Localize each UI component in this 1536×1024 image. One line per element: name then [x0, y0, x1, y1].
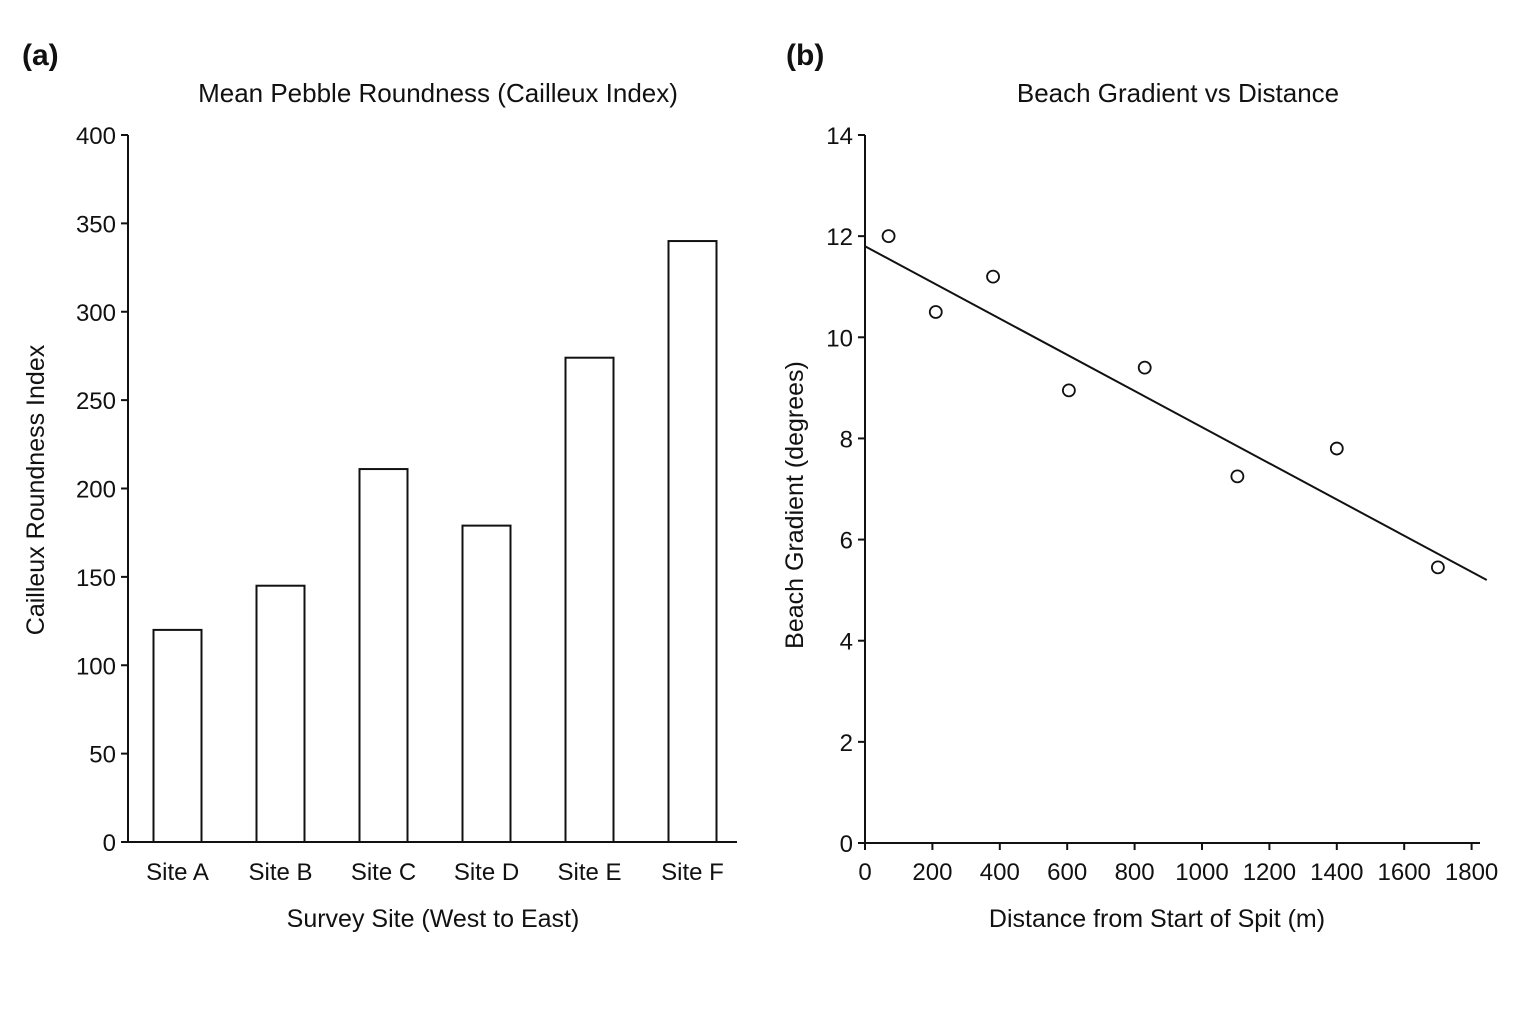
data-point: [1431, 560, 1445, 575]
y-tick-label: 12: [826, 224, 853, 251]
bar: [358, 468, 409, 843]
data-point: [1230, 469, 1245, 484]
x-tick-label: 1400: [1310, 859, 1363, 886]
y-tick-label: 250: [76, 388, 116, 415]
y-tick-label: 150: [76, 565, 116, 592]
data-point: [986, 269, 1000, 284]
x-category-label: Site B: [248, 859, 312, 886]
x-tick-label: 1000: [1175, 859, 1228, 886]
bar: [152, 628, 203, 844]
scatter-chart-points: [881, 229, 1445, 575]
y-tick-label: 10: [826, 325, 853, 352]
scatter-chart-trendline-group: [864, 245, 1488, 581]
data-point: [881, 229, 896, 244]
scatter-chart-panel: (b) Beach Gradient vs Distance Beach Gra…: [781, 39, 1498, 933]
x-tick-label: 1600: [1378, 859, 1431, 886]
data-point: [1329, 441, 1344, 456]
x-tick-label: 200: [912, 859, 952, 886]
data-point: [928, 305, 943, 319]
y-tick-label: 400: [76, 123, 116, 150]
bar-chart-title: Mean Pebble Roundness (Cailleux Index): [198, 78, 678, 108]
y-tick-label: 2: [840, 730, 853, 757]
panel-a-label: (a): [22, 39, 59, 72]
bar-chart-ticks: 0 50 100 150 200 250 300 350 400 Site A Site B Site…: [76, 123, 724, 886]
y-tick-label: 100: [76, 653, 116, 680]
bar-chart-x-axis-label: Survey Site (West to East): [287, 905, 580, 933]
bar: [564, 356, 615, 843]
scatter-chart-ticks: 0 2 4 6 8 10 12 14 0 200 400 600 800 1000 1200 1400 1600…: [826, 123, 1498, 886]
x-category-label: Site D: [454, 859, 519, 886]
x-category-label: Site E: [557, 859, 621, 886]
y-tick-label: 6: [840, 528, 853, 555]
bar-chart-bars: [152, 240, 718, 844]
y-tick-label: 4: [840, 629, 853, 656]
bar-chart-axes: [127, 135, 737, 843]
y-tick-label: 50: [89, 742, 116, 769]
y-tick-label: 8: [840, 426, 853, 453]
bar-chart-panel: (a) Mean Pebble Roundness (Cailleux Inde…: [22, 39, 737, 933]
bar: [255, 584, 306, 844]
x-tick-label: 400: [980, 859, 1020, 886]
y-tick-label: 0: [840, 831, 853, 858]
x-tick-label: 1200: [1243, 859, 1296, 886]
trendline: [864, 245, 1488, 581]
bar-chart-y-axis-label: Cailleux Roundness Index: [22, 344, 50, 635]
scatter-chart-x-axis-label: Distance from Start of Spit (m): [989, 905, 1325, 933]
x-category-label: Site A: [146, 859, 209, 886]
panel-b-label: (b): [786, 39, 824, 72]
y-tick-label: 0: [103, 830, 116, 857]
data-point: [1061, 383, 1076, 398]
y-tick-label: 200: [76, 477, 116, 504]
y-tick-label: 14: [826, 123, 853, 150]
x-tick-label: 1800: [1445, 859, 1498, 886]
x-tick-label: 0: [858, 859, 871, 886]
scatter-chart-title: Beach Gradient vs Distance: [1017, 78, 1339, 108]
bar: [461, 524, 512, 843]
x-category-label: Site F: [661, 859, 724, 886]
scatter-chart-axes: [864, 135, 1480, 844]
bar: [667, 240, 718, 844]
data-point: [1137, 360, 1152, 375]
x-tick-label: 600: [1047, 859, 1087, 886]
y-tick-label: 350: [76, 211, 116, 238]
x-tick-label: 800: [1115, 859, 1155, 886]
x-category-label: Site C: [351, 859, 416, 886]
y-tick-label: 300: [76, 300, 116, 327]
scatter-chart-y-axis-label: Beach Gradient (degrees): [781, 361, 809, 649]
